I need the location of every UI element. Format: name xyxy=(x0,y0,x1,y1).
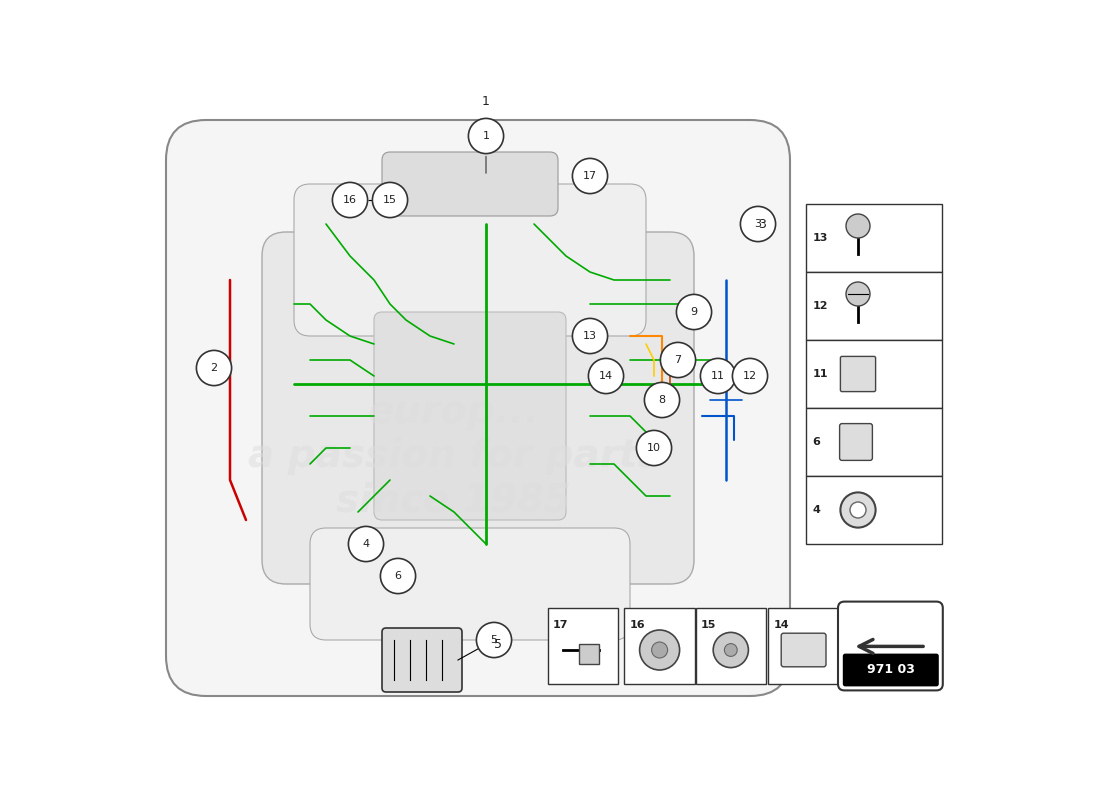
Text: 14: 14 xyxy=(598,371,613,381)
Circle shape xyxy=(846,214,870,238)
FancyBboxPatch shape xyxy=(374,312,566,520)
Circle shape xyxy=(850,502,866,518)
Circle shape xyxy=(651,642,668,658)
FancyBboxPatch shape xyxy=(839,424,872,461)
Bar xyxy=(806,204,942,272)
Bar xyxy=(806,272,942,340)
Circle shape xyxy=(740,206,776,242)
Circle shape xyxy=(469,118,504,154)
Circle shape xyxy=(645,382,680,418)
FancyBboxPatch shape xyxy=(840,357,876,392)
FancyBboxPatch shape xyxy=(843,654,938,686)
FancyBboxPatch shape xyxy=(310,528,630,640)
Bar xyxy=(548,608,618,684)
Text: 3: 3 xyxy=(758,218,766,230)
Bar xyxy=(806,340,942,408)
Text: 16: 16 xyxy=(629,620,645,630)
Circle shape xyxy=(846,282,870,306)
Text: 3: 3 xyxy=(755,219,761,229)
FancyBboxPatch shape xyxy=(382,152,558,216)
Text: 11: 11 xyxy=(711,371,725,381)
Circle shape xyxy=(332,182,367,218)
Text: 1: 1 xyxy=(482,95,490,108)
Text: 15: 15 xyxy=(383,195,397,205)
Circle shape xyxy=(588,358,624,394)
Circle shape xyxy=(572,158,607,194)
Text: 6: 6 xyxy=(395,571,402,581)
Text: 2: 2 xyxy=(210,363,218,373)
Text: 7: 7 xyxy=(674,355,682,365)
Text: 971 03: 971 03 xyxy=(867,663,915,676)
Bar xyxy=(769,608,839,684)
Text: europ...
a passion for parts
since 1985: europ... a passion for parts since 1985 xyxy=(248,393,660,519)
FancyBboxPatch shape xyxy=(382,628,462,692)
Text: 16: 16 xyxy=(343,195,358,205)
Text: 11: 11 xyxy=(813,369,828,379)
Circle shape xyxy=(349,526,384,562)
Circle shape xyxy=(840,492,876,528)
Circle shape xyxy=(725,643,737,656)
Bar xyxy=(579,645,598,664)
Text: 17: 17 xyxy=(583,171,597,181)
Text: 13: 13 xyxy=(813,233,828,243)
Text: 4: 4 xyxy=(362,539,370,549)
Text: 5: 5 xyxy=(494,638,502,650)
Text: 8: 8 xyxy=(659,395,666,405)
Text: 12: 12 xyxy=(742,371,757,381)
FancyBboxPatch shape xyxy=(838,602,943,690)
Text: 10: 10 xyxy=(647,443,661,453)
Text: 1: 1 xyxy=(483,131,490,141)
Text: 13: 13 xyxy=(583,331,597,341)
Bar xyxy=(625,608,695,684)
Bar xyxy=(806,408,942,476)
Circle shape xyxy=(197,350,232,386)
FancyBboxPatch shape xyxy=(166,120,790,696)
Text: 6: 6 xyxy=(813,437,821,447)
FancyBboxPatch shape xyxy=(262,232,694,584)
Circle shape xyxy=(676,294,712,330)
Circle shape xyxy=(572,318,607,354)
Text: 14: 14 xyxy=(773,620,789,630)
Circle shape xyxy=(381,558,416,594)
Circle shape xyxy=(733,358,768,394)
Circle shape xyxy=(660,342,695,378)
Text: 5: 5 xyxy=(491,635,497,645)
Text: 17: 17 xyxy=(552,620,568,630)
FancyBboxPatch shape xyxy=(294,184,646,336)
Bar xyxy=(695,608,766,684)
Circle shape xyxy=(637,430,672,466)
Text: 9: 9 xyxy=(691,307,697,317)
Text: 12: 12 xyxy=(813,301,828,311)
Circle shape xyxy=(373,182,408,218)
FancyBboxPatch shape xyxy=(781,634,826,666)
Circle shape xyxy=(701,358,736,394)
Text: 15: 15 xyxy=(701,620,716,630)
Bar xyxy=(806,476,942,544)
Circle shape xyxy=(476,622,512,658)
Circle shape xyxy=(639,630,680,670)
Circle shape xyxy=(713,632,748,667)
Text: 4: 4 xyxy=(813,505,821,515)
